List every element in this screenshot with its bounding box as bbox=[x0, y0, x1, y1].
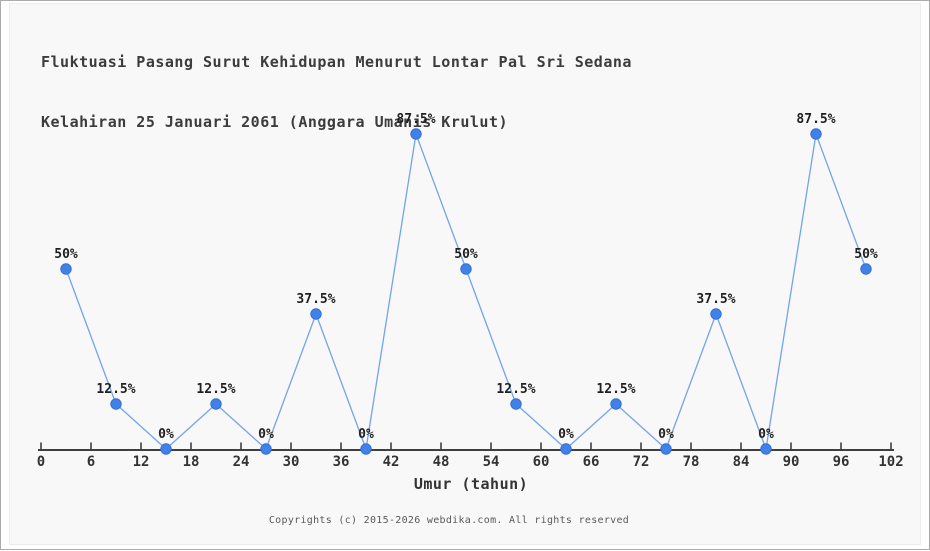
x-tick-label-96: 96 bbox=[833, 454, 850, 470]
x-tick-label-30: 30 bbox=[283, 454, 300, 470]
x-tick-label-6: 6 bbox=[87, 454, 95, 470]
x-tick-label-72: 72 bbox=[633, 454, 650, 470]
data-point-label: 12.5% bbox=[496, 382, 535, 397]
copyright-text: Copyrights (c) 2015-2026 webdika.com. Al… bbox=[268, 515, 630, 526]
data-point-marker bbox=[110, 398, 122, 410]
data-point-label: 50% bbox=[54, 247, 78, 262]
data-point-label: 87.5% bbox=[796, 112, 835, 127]
x-tick-label-24: 24 bbox=[233, 454, 250, 470]
x-tick-label-36: 36 bbox=[333, 454, 350, 470]
x-tick-label-60: 60 bbox=[533, 454, 550, 470]
data-point-marker bbox=[560, 443, 572, 455]
x-tick-label-18: 18 bbox=[183, 454, 200, 470]
data-point-label: 37.5% bbox=[696, 292, 735, 307]
data-point-label: 0% bbox=[258, 427, 274, 442]
x-tick-label-42: 42 bbox=[383, 454, 400, 470]
data-point-label: 0% bbox=[658, 427, 674, 442]
x-axis-label: Umur (tahun) bbox=[414, 475, 528, 493]
data-point-marker bbox=[410, 128, 422, 140]
x-tick-label-0: 0 bbox=[37, 454, 45, 470]
data-point-marker bbox=[60, 263, 72, 275]
x-tick-label-66: 66 bbox=[583, 454, 600, 470]
data-point-marker bbox=[860, 263, 872, 275]
data-point-label: 50% bbox=[454, 247, 478, 262]
data-point-marker bbox=[210, 398, 222, 410]
chart-title-line2: Kelahiran 25 Januari 2061 (Anggara Umani… bbox=[41, 113, 509, 131]
data-point-label: 0% bbox=[358, 427, 374, 442]
data-line bbox=[65, 131, 867, 452]
data-point-marker bbox=[760, 443, 772, 455]
data-point-label: 0% bbox=[158, 427, 174, 442]
data-point-label: 37.5% bbox=[296, 292, 335, 307]
x-tick-label-48: 48 bbox=[433, 454, 450, 470]
chart-panel: Fluktuasi Pasang Surut Kehidupan Menurut… bbox=[9, 3, 921, 545]
data-point-marker bbox=[310, 308, 322, 320]
x-tick-label-54: 54 bbox=[483, 454, 500, 470]
data-point-label: 0% bbox=[758, 427, 774, 442]
data-point-marker bbox=[610, 398, 622, 410]
data-point-label: 87.5% bbox=[396, 112, 435, 127]
data-point-marker bbox=[710, 308, 722, 320]
x-tick-label-90: 90 bbox=[783, 454, 800, 470]
data-point-marker bbox=[510, 398, 522, 410]
data-point-marker bbox=[160, 443, 172, 455]
data-point-label: 12.5% bbox=[196, 382, 235, 397]
x-tick-label-12: 12 bbox=[133, 454, 150, 470]
data-point-label: 50% bbox=[854, 247, 878, 262]
data-point-marker bbox=[360, 443, 372, 455]
x-tick-label-78: 78 bbox=[683, 454, 700, 470]
data-point-marker bbox=[460, 263, 472, 275]
data-point-label: 0% bbox=[558, 427, 574, 442]
x-tick-label-84: 84 bbox=[733, 454, 750, 470]
chart-title: Fluktuasi Pasang Surut Kehidupan Menurut… bbox=[41, 12, 632, 172]
data-point-marker bbox=[260, 443, 272, 455]
data-point-marker bbox=[660, 443, 672, 455]
chart-title-line1: Fluktuasi Pasang Surut Kehidupan Menurut… bbox=[41, 53, 632, 71]
data-point-marker bbox=[810, 128, 822, 140]
x-tick-label-102: 102 bbox=[878, 454, 903, 470]
data-point-label: 12.5% bbox=[96, 382, 135, 397]
data-point-label: 12.5% bbox=[596, 382, 635, 397]
